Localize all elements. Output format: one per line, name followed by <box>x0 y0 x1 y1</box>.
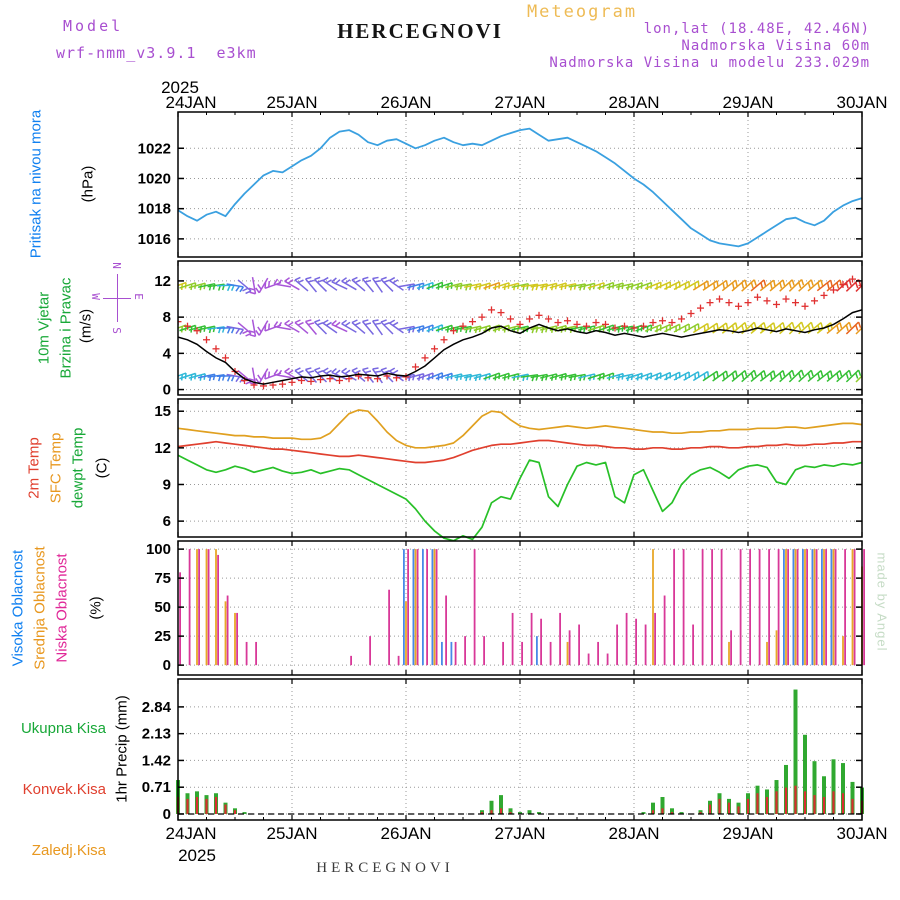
compass-e: E <box>132 293 146 300</box>
cloud-tick-label: 75 <box>154 570 171 587</box>
temp-sfc-label: SFC Temp <box>47 432 65 504</box>
wind-compass: N S W E <box>89 261 145 335</box>
pressure-tick-label: 1020 <box>138 170 171 187</box>
bottom-date-label: 27JAN <box>494 824 545 843</box>
precip-unit-label: 1hr Precip (mm) <box>113 695 131 803</box>
watermark: made by Angel <box>874 552 890 652</box>
precip-tick-label: 2.84 <box>142 699 172 716</box>
cloud-unit-label: (%) <box>87 596 105 620</box>
cloud-tick-label: 50 <box>154 599 171 616</box>
temp-tick-label: 9 <box>163 476 171 493</box>
wind-axis-label-1: 10m Vjetar <box>35 291 53 365</box>
pressure-tick-label: 1016 <box>138 231 171 248</box>
wind-barbs <box>178 275 862 390</box>
bottom-date-label: 29JAN <box>722 824 773 843</box>
precip-tick-label: 0 <box>163 806 171 823</box>
top-date-label: 26JAN <box>380 93 431 112</box>
temp-panel <box>177 399 863 542</box>
wind-tick-label: 4 <box>163 345 172 362</box>
precip-legend: Ukupna Kisa Konvek.Kisa Zaledj.Kisa Snij… <box>0 680 106 900</box>
pressure-tick-label: 1018 <box>138 201 171 218</box>
legend-total-rain: Ukupna Kisa <box>20 720 106 737</box>
footer-station: HERCEGNOVI <box>316 860 454 876</box>
bottom-date-label: 30JAN <box>836 824 887 843</box>
pressure-axis-label: Pritisak na nivou mora <box>27 109 45 259</box>
precip-tick-label: 0.71 <box>142 779 171 796</box>
compass-s: S <box>109 327 123 334</box>
pressure-line <box>177 127 863 248</box>
top-date-label: 25JAN <box>266 93 317 112</box>
compass-w: W <box>88 293 102 300</box>
top-date-label: 29JAN <box>722 93 773 112</box>
wind-axis-label-2: Brzina i Pravac <box>57 277 75 379</box>
station-title: HERCEGNOVI <box>337 19 503 43</box>
cloud-mid-label: Srednja Oblacnost <box>31 546 49 670</box>
cloud-low-label: Niska Oblacnost <box>53 553 71 663</box>
temp-line-temp_orange <box>177 409 863 449</box>
bottom-year-label: 2025 <box>178 846 216 865</box>
cloud-panel <box>178 541 865 675</box>
elevation-label: Nadmorska Visina 60m <box>681 38 870 54</box>
cloud-tick-label: 25 <box>154 628 171 645</box>
model-name: wrf-nmm_v3.9.1 e3km <box>56 44 257 62</box>
temp-dewpt-label: dewpt Temp <box>69 427 87 509</box>
precip-tick-label: 1.42 <box>142 752 171 769</box>
temp-tick-label: 12 <box>154 440 171 457</box>
legend-convective-rain: Konvek.Kisa <box>22 781 106 798</box>
pressure-unit-label: (hPa) <box>79 165 97 203</box>
top-date-label: 24JAN <box>165 93 216 112</box>
wind-speed-line <box>178 309 862 385</box>
meteogram-label: Meteogram <box>526 2 638 22</box>
bottom-date-label: 24JAN <box>165 824 216 843</box>
temp-tick-label: 15 <box>154 403 171 420</box>
wind-panel <box>178 261 862 395</box>
cloud-tick-label: 100 <box>146 541 171 558</box>
top-date-label: 30JAN <box>836 93 887 112</box>
wind-tick-label: 12 <box>154 273 171 290</box>
compass-horizontal-line <box>103 298 131 299</box>
temp-line-temp_green <box>177 454 863 542</box>
bottom-date-label: 28JAN <box>608 824 659 843</box>
top-date-label: 28JAN <box>608 93 659 112</box>
precip-tick-label: 2.13 <box>142 726 171 743</box>
cloud-high-label: Visoka Oblacnost <box>9 549 27 667</box>
temp-2m-label: 2m Temp <box>25 437 43 499</box>
temp-unit-label: (C) <box>93 457 111 479</box>
top-date-label: 27JAN <box>494 93 545 112</box>
lonlat-label: lon,lat (18.48E, 42.46N) <box>643 21 870 37</box>
wind-tick-label: 8 <box>163 309 171 326</box>
precip-panel <box>176 679 864 820</box>
temp-tick-label: 6 <box>163 513 171 530</box>
temp-line-temp_red <box>177 439 862 464</box>
model-label: Model <box>63 17 124 35</box>
compass-n: N <box>109 262 123 269</box>
cloud-tick-label: 0 <box>163 657 171 674</box>
legend-frozen-rain: Zaledj.Kisa <box>31 842 106 859</box>
bottom-date-label: 25JAN <box>266 824 317 843</box>
model-elevation-label: Nadmorska Visina u modelu 233.029m <box>549 55 870 71</box>
top-year-label: 2025 <box>161 78 199 97</box>
pressure-tick-label: 1022 <box>138 140 171 157</box>
bottom-date-label: 26JAN <box>380 824 431 843</box>
pressure-panel <box>177 112 863 257</box>
wind-unit-label: (m/s) <box>77 308 95 344</box>
wind-tick-label: 0 <box>163 382 171 399</box>
